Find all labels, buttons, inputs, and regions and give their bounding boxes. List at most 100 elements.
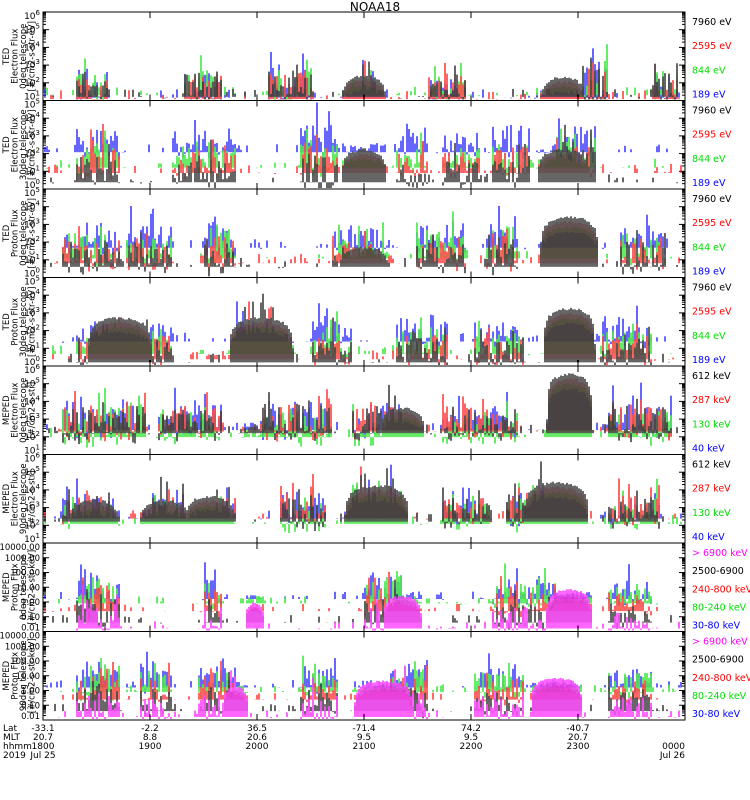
y-tick-label: 102 bbox=[24, 147, 40, 160]
y-tick-label: 101 bbox=[24, 90, 40, 103]
y-tick-label: 102 bbox=[24, 235, 40, 248]
y-tick-label: 106 bbox=[24, 363, 40, 376]
data-marks bbox=[46, 373, 678, 448]
y-axis-label: Proton Flux bbox=[11, 298, 21, 346]
y-tick-label: 101 bbox=[24, 532, 40, 545]
data-marks bbox=[52, 293, 674, 365]
legend-entry: 189 eV bbox=[692, 267, 726, 278]
data-marks bbox=[50, 205, 682, 277]
y-tick-label: 102 bbox=[24, 324, 40, 337]
y-axis-label: TED bbox=[2, 313, 12, 332]
data-marks bbox=[44, 102, 682, 188]
legend-entry: 2595 eV bbox=[692, 307, 732, 318]
series-green bbox=[52, 311, 672, 360]
y-tick-label: 104 bbox=[24, 288, 40, 301]
series-black bbox=[68, 293, 670, 365]
legend-entry: 2595 eV bbox=[692, 218, 732, 229]
y-tick-label: 103 bbox=[24, 217, 40, 230]
y-axis-label: Electron Flux bbox=[11, 117, 21, 172]
series-black bbox=[52, 57, 678, 100]
y-axis-label: [#/cm2-s-str-eV] bbox=[28, 287, 38, 357]
y-tick-label: 103 bbox=[24, 306, 40, 319]
legend-entry: 7960 eV bbox=[692, 106, 732, 117]
legend-entry: 844 eV bbox=[692, 154, 726, 165]
data-marks bbox=[44, 44, 680, 100]
legend-entry: 612 keV bbox=[692, 371, 731, 382]
y-tick-label: 102 bbox=[24, 518, 40, 531]
y-axis-label: [#/cm2-s-str-eV] bbox=[28, 21, 38, 91]
y-axis-label: [#/cm2-s-str-eV] bbox=[28, 198, 38, 268]
y-tick-label: 102 bbox=[24, 76, 40, 89]
y-axis-label: Proton Flux bbox=[11, 209, 21, 257]
legend-entry: 844 eV bbox=[692, 331, 726, 342]
y-axis-label: TED bbox=[2, 224, 12, 243]
y-tick-label: 103 bbox=[24, 501, 40, 514]
legend-entry: 189 eV bbox=[692, 178, 726, 189]
legend-entry: 844 eV bbox=[692, 242, 726, 253]
legend-entry: 7960 eV bbox=[692, 194, 732, 205]
y-tick-label: 101 bbox=[24, 253, 40, 266]
y-tick-label: 101 bbox=[24, 444, 40, 457]
series-blue bbox=[62, 205, 682, 258]
y-tick-label: 101 bbox=[24, 341, 40, 354]
series-red bbox=[58, 378, 678, 442]
series-green bbox=[50, 382, 672, 448]
series-black bbox=[50, 216, 678, 277]
legend-entry: 2595 eV bbox=[692, 130, 732, 141]
y-axis-label: 0deg telescope bbox=[19, 378, 29, 443]
series-blue bbox=[44, 102, 668, 164]
y-tick-label: 104 bbox=[24, 394, 40, 407]
legend-entry: 844 eV bbox=[692, 65, 726, 76]
y-tick-label: 104 bbox=[24, 483, 40, 496]
y-tick-label: 105 bbox=[24, 275, 40, 288]
y-tick-label: 101 bbox=[24, 164, 40, 177]
y-tick-label: 105 bbox=[24, 23, 40, 36]
legend-entry: 287 keV bbox=[692, 395, 731, 406]
legend-entry: 189 eV bbox=[692, 355, 726, 366]
y-tick-label: 106 bbox=[24, 9, 40, 22]
y-tick-label: 103 bbox=[24, 412, 40, 425]
y-axis-label: Electron Flux bbox=[11, 383, 21, 438]
y-axis-label: 0deg telescope bbox=[19, 24, 29, 89]
y-axis-label: [#/cm2-s-str-eV] bbox=[28, 110, 38, 180]
y-axis-label: 30deg telescope bbox=[19, 286, 29, 357]
series-blue bbox=[44, 48, 680, 100]
y-tick-label: 105 bbox=[24, 377, 40, 390]
y-tick-label: 104 bbox=[24, 111, 40, 124]
legend-entry: 7960 eV bbox=[692, 17, 732, 28]
y-axis-label: TED bbox=[2, 136, 12, 155]
legend-entry: 2595 eV bbox=[692, 41, 732, 52]
y-tick-label: 100 bbox=[24, 178, 40, 191]
y-axis-label: [#/cm2-s-str] bbox=[28, 382, 38, 439]
y-axis-label: 30deg telescope bbox=[19, 109, 29, 180]
y-axis-label: 0deg telescope bbox=[19, 201, 29, 266]
legend-entry: 189 eV bbox=[692, 90, 726, 101]
y-tick-label: 102 bbox=[24, 430, 40, 443]
y-tick-label: 104 bbox=[24, 200, 40, 213]
legend-entry: 130 keV bbox=[692, 419, 731, 430]
y-tick-label: 105 bbox=[24, 186, 40, 199]
panel-frame bbox=[42, 454, 686, 544]
legend-entry: 7960 eV bbox=[692, 283, 732, 294]
y-tick-label: 104 bbox=[24, 40, 40, 53]
y-tick-label: 100 bbox=[24, 267, 40, 280]
y-tick-label: 103 bbox=[24, 58, 40, 71]
y-tick-label: 105 bbox=[24, 98, 40, 111]
series-black bbox=[48, 373, 678, 445]
y-axis-label: TED bbox=[2, 47, 12, 66]
series-red bbox=[52, 301, 674, 365]
figure-title: NOAA18 bbox=[349, 0, 401, 14]
y-axis-label: Electron Flux bbox=[11, 29, 21, 84]
y-tick-label: 100 bbox=[24, 355, 40, 368]
legend-entry: 40 keV bbox=[692, 444, 725, 455]
y-axis-label: MEPED bbox=[2, 395, 12, 425]
y-tick-label: 103 bbox=[24, 129, 40, 142]
